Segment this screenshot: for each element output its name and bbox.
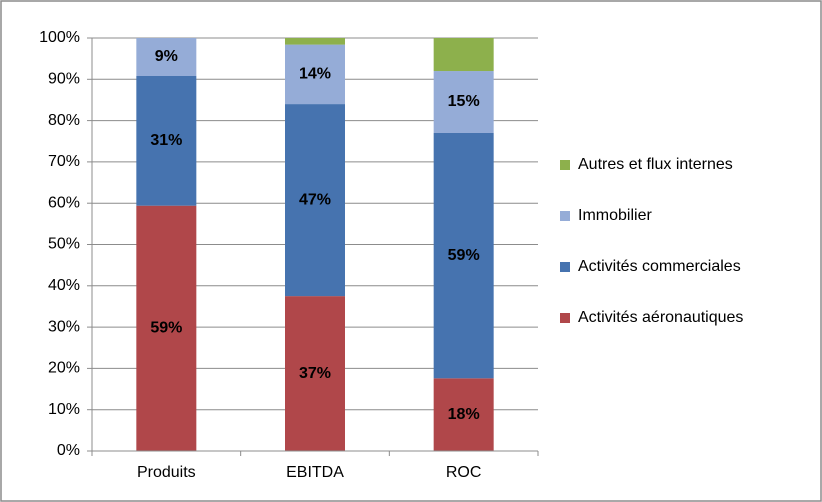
legend-swatch [560, 262, 570, 272]
value-label: 59% [150, 320, 182, 337]
bar-segment [285, 38, 345, 45]
legend-swatch [560, 313, 570, 323]
x-tick-label: ROC [446, 464, 482, 481]
bar-segment [136, 38, 197, 76]
value-label: 37% [299, 365, 331, 382]
legend-swatch [560, 211, 570, 221]
y-tick-label: 100% [39, 29, 80, 46]
y-tick-label: 90% [48, 71, 80, 88]
y-tick-label: 20% [48, 360, 80, 377]
bar-segment [433, 38, 494, 72]
y-tick-label: 30% [48, 318, 80, 335]
y-tick-label: 50% [48, 236, 80, 253]
y-tick-label: 80% [48, 112, 80, 129]
x-tick-label: Produits [137, 464, 196, 481]
value-label: 18% [448, 406, 480, 423]
bar-segment [433, 71, 494, 133]
legend-label: Immobilier [578, 207, 652, 224]
bar-segment [285, 296, 345, 451]
legend-label: Activités commerciales [578, 258, 741, 275]
bar-segment [136, 205, 197, 451]
value-label: 59% [448, 247, 480, 264]
y-tick-label: 60% [48, 194, 80, 211]
bar-segment [285, 44, 345, 105]
value-label: 31% [150, 132, 182, 149]
value-label: 14% [299, 66, 331, 83]
legend-swatch [560, 160, 570, 170]
bar-segment [433, 378, 494, 451]
bar-segment [136, 75, 197, 206]
bar-segment [285, 104, 345, 297]
value-label: 9% [155, 48, 178, 65]
y-tick-label: 10% [48, 401, 80, 418]
y-tick-label: 40% [48, 277, 80, 294]
y-tick-label: 0% [57, 442, 80, 459]
legend-label: Activités aéronautiques [578, 309, 743, 326]
value-label: 47% [299, 191, 331, 208]
x-tick-label: EBITDA [286, 464, 344, 481]
value-label: 15% [448, 93, 480, 110]
y-tick-label: 70% [48, 153, 80, 170]
legend-label: Autres et flux internes [578, 156, 733, 173]
bar-segment [433, 132, 494, 379]
